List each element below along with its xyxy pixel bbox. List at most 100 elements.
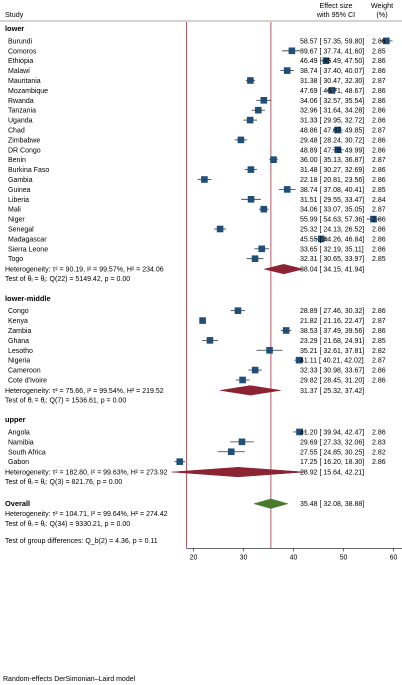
effect-box (201, 176, 208, 183)
study-name: South Africa (8, 449, 46, 456)
weight: 2.86 (372, 429, 386, 436)
weight: 2.86 (372, 167, 386, 174)
study-name: Senegal (8, 227, 34, 234)
study-name: Mali (8, 207, 21, 214)
study-row: Comoros 39.67 [ 37.74, 41.60] 2.85 (8, 47, 386, 55)
study-row: Gambia 22.18 [ 20.81, 23.56] 2.86 (8, 176, 386, 184)
effect-box (246, 116, 254, 124)
overall-section: Overall 35.48 [ 32.08, 38.88] Heterogeneit… (5, 498, 364, 545)
study-name: Burkina Faso (8, 167, 49, 174)
study-name: Niger (8, 217, 25, 224)
study-name: Mozambique (8, 88, 48, 95)
study-row: Mozambique 47.69 [ 46.71, 48.67] 2.86 (8, 87, 386, 95)
study-row: Tanzania 32.96 [ 31.64, 34.28] 2.86 (8, 106, 386, 115)
study-name: Lesotho (8, 348, 33, 355)
header-ci: with 95% CI (316, 10, 355, 19)
effect-ci: 38.53 [ 37.49, 39.56] (300, 328, 364, 335)
study-name: Madagascar (8, 236, 47, 243)
weight: 2.87 (372, 318, 386, 325)
effect-box (370, 215, 377, 223)
study-row: Senegal 25.32 [ 24.13, 26.52] 2.86 (8, 225, 386, 234)
study-name: Benin (8, 157, 26, 164)
effect-ci: 23.29 [ 21.68, 24.91] (300, 338, 364, 345)
weight: 2.85 (372, 187, 386, 194)
weight: 2.86 (372, 137, 386, 144)
study-row: Ghana 23.29 [ 21.68, 24.91] 2.85 (8, 337, 386, 345)
footnote: Random-effects DerSimonian–Laird model (3, 676, 136, 683)
weight: 2.86 (372, 377, 386, 384)
q-test-text: Test of θᵢ = θⱼ: Q(7) = 1536.61, p = 0.0… (5, 397, 126, 404)
study-row: Nigeria 41.11 [ 40.21, 42.02] 2.87 (8, 356, 386, 365)
weight: 2.82 (372, 449, 386, 456)
overall-diamond (252, 498, 289, 509)
effect-ci: 38.74 [ 37.40, 40.07] (300, 68, 364, 75)
subtotal-diamond (264, 264, 304, 275)
study-row: Zambia 38.53 [ 37.49, 39.56] 2.86 (8, 327, 386, 335)
effect-box (296, 428, 303, 436)
effect-ci: 39.67 [ 37.74, 41.60] (300, 48, 364, 55)
effect-box (176, 458, 184, 465)
weight: 2.86 (372, 108, 386, 115)
weight: 2.86 (372, 147, 386, 154)
weight: 2.86 (372, 368, 386, 375)
effect-box (283, 67, 291, 74)
study-name: Chad (8, 128, 25, 135)
weight: 2.86 (372, 68, 386, 75)
effect-box (334, 126, 342, 134)
weight: 2.86 (372, 177, 386, 184)
study-row: Lesotho 35.21 [ 32.61, 37.81] 2.82 (8, 346, 386, 355)
effect-ci: 31.33 [ 29.95, 32.72] (300, 118, 364, 125)
weight: 2.86 (372, 98, 386, 105)
study-name: Rwanda (8, 98, 34, 105)
study-name: Guinea (8, 187, 31, 194)
weight: 2.85 (372, 338, 386, 345)
effect-ci: 27.55 [ 24.85, 30.25] (300, 449, 364, 456)
weight: 2.86 (372, 118, 386, 125)
effect-ci: 36.00 [ 35.13, 36.87] (300, 157, 364, 164)
group-lower-middle: lower-middle Congo 28.89 [ 27.46, 30.32] 2.… (5, 294, 386, 405)
weight: 2.87 (372, 78, 386, 85)
study-name: Comoros (8, 48, 37, 55)
study-name: Gambia (8, 177, 33, 184)
study-row: Malawi 38.74 [ 37.40, 40.07] 2.86 (8, 67, 386, 75)
study-row: Namibia 29.69 [ 27.33, 32.06] 2.83 (8, 438, 386, 446)
effect-ci: 32.31 [ 30.65, 33.97] (300, 256, 364, 263)
study-row: Sierra Leone 33.65 [ 32.19, 35.11] 2.86 (8, 245, 386, 253)
effect-box (199, 317, 206, 324)
study-name: Nigeria (8, 358, 30, 365)
study-name: Mauritania (8, 78, 41, 85)
study-name: Ethiopia (8, 58, 33, 65)
x-tick-label: 50 (340, 554, 348, 561)
weight: 2.87 (372, 358, 386, 365)
effect-ci: 31.51 [ 29.55, 33.47] (300, 197, 364, 204)
effect-box (239, 376, 246, 384)
weight: 2.86 (372, 88, 386, 95)
weight: 2.85 (372, 256, 386, 263)
weight: 2.86 (372, 246, 386, 253)
heterogeneity-text: Heterogeneity: τ² = 90.19, I² = 99.57%, … (5, 267, 164, 274)
group-lower: lower Burundi 58.57 [ 57.35, 59.80] 2.86 Com… (5, 24, 393, 283)
effect-ci: 21.82 [ 21.16, 22.47] (300, 318, 364, 325)
study-row: Mali 34.06 [ 33.07, 35.05] 2.87 (8, 205, 386, 214)
effect-box (251, 366, 259, 374)
subtotal-ci: 28.92 [ 15.64, 42.21] (300, 470, 364, 477)
header-effect-size: Effect size (319, 1, 352, 10)
x-tick-label: 30 (240, 554, 248, 561)
study-row: Madagascar 45.55 [ 44.26, 46.84] 2.86 (8, 235, 386, 243)
q-test-text: Test of θᵢ = θⱼ: Q(22) = 5149.42, p = 0.… (5, 276, 130, 283)
x-tick-label: 60 (390, 554, 398, 561)
study-row: Cote d'Ivoire 29.82 [ 28.45, 31.20] 2.86 (8, 376, 386, 384)
effect-box (227, 448, 235, 456)
reference-lines (186, 22, 272, 549)
effect-box (295, 356, 303, 364)
subtotal-diamond (171, 466, 305, 478)
study-row: Togo 32.31 [ 30.65, 33.97] 2.85 (8, 255, 386, 263)
effect-ci: 47.69 [ 46.71, 48.67] (300, 88, 364, 95)
effect-ci: 34.06 [ 33.07, 35.05] (300, 207, 364, 214)
study-row: Chad 48.86 [ 47.87, 49.85] 2.87 (8, 126, 386, 135)
effect-box (234, 307, 242, 314)
overall-q-test: Test of θᵢ = θⱼ: Q(34) = 9330.21, p = 0.… (5, 521, 130, 528)
study-name: Congo (8, 308, 29, 315)
effect-box (288, 47, 296, 55)
